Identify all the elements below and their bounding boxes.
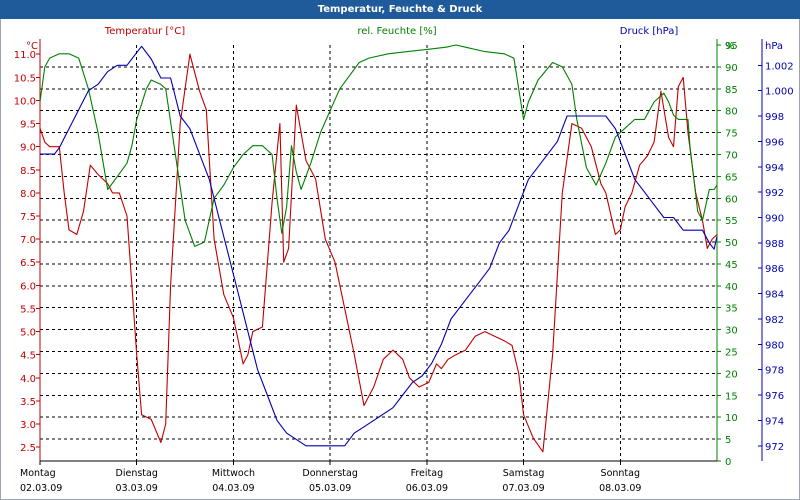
pressure-tick-label: 978: [765, 366, 784, 377]
pressure-tick-label: 980: [765, 340, 784, 351]
humidity-tick-label: 90: [725, 63, 738, 74]
humidity-tick-label: 75: [725, 129, 738, 140]
temperature-tick-label: 7.0: [20, 235, 36, 246]
pressure-tick-label: 976: [765, 391, 784, 402]
humidity-tick-label: 60: [725, 194, 738, 205]
temperature-tick-label: 7.5: [20, 212, 36, 223]
pressure-tick-label: 990: [765, 213, 784, 224]
temperature-unit-label: °C: [26, 41, 38, 52]
temperature-tick-label: 5.0: [20, 328, 36, 339]
pressure-tick-label: 992: [765, 188, 784, 199]
chart-grid: [40, 45, 717, 461]
humidity-tick-label: 35: [725, 304, 738, 315]
temperature-line: Temperatur [°C]: [39, 53, 718, 453]
pressure-axis-title: Druck [hPa]: [620, 26, 679, 37]
pressure-tick-label: 986: [765, 264, 784, 275]
pressure-tick-label: 988: [765, 239, 784, 250]
temperature-axis-title: Temperatur [°C]: [104, 26, 185, 37]
humidity-tick-label: 40: [725, 282, 738, 293]
pressure-tick-label: 974: [765, 416, 784, 427]
chart-axes: [39, 39, 763, 462]
x-axis-labels: Montag 02.03.09 Dienstag 03.03.09 Mittwoch 04…: [20, 461, 641, 494]
chart-series: Temperatur [°C]rel. Feuchte [%]Druck [hP…: [39, 44, 718, 453]
x-date-label: 07.03.09: [502, 483, 544, 494]
x-day-label: Dienstag: [116, 468, 158, 479]
humidity-tick-label: 70: [725, 150, 738, 161]
humidity-tick-label: 50: [725, 238, 738, 249]
humidity-unit-label: %: [725, 41, 735, 52]
x-day-label: Sonntag: [601, 468, 640, 479]
temperature-tick-label: 6.0: [20, 281, 36, 292]
pressure-tick-label: 994: [765, 163, 784, 174]
axis-ticks: 11.0 10.5 10.0 9.5 9.0 8.5 8.0 7.5 7.0 6.5 6.0 5.5 5…: [14, 41, 794, 468]
pressure-line: Druck [hPa]: [40, 45, 718, 447]
temperature-tick-label: 9.5: [20, 120, 36, 131]
pressure-tick-label: 984: [765, 290, 784, 301]
temperature-tick-label: 2.5: [20, 443, 36, 454]
x-day-label: Freitag: [411, 468, 444, 479]
window-title: Temperatur, Feuchte & Druck: [0, 0, 800, 19]
pressure-unit-label: hPa: [765, 41, 783, 52]
pressure-tick-label: 998: [765, 112, 784, 123]
temperature-tick-label: 3.5: [20, 397, 36, 408]
x-day-label: Montag: [20, 468, 56, 479]
humidity-tick-label: 25: [725, 348, 738, 359]
humidity-tick-label: 45: [725, 260, 738, 271]
temperature-tick-label: 5.5: [20, 304, 36, 315]
pressure-tick-label: 972: [765, 442, 784, 453]
x-date-label: 02.03.09: [20, 483, 62, 494]
humidity-tick-label: 30: [725, 326, 738, 337]
humidity-tick-label: 20: [725, 369, 738, 380]
temperature-tick-label: 10.0: [14, 96, 36, 107]
humidity-tick-label: 55: [725, 216, 738, 227]
axis-titles: Temperatur [°C] rel. Feuchte [%] Druck […: [26, 26, 783, 52]
temperature-tick-label: 3.0: [20, 420, 36, 431]
humidity-tick-label: 65: [725, 172, 738, 183]
temperature-tick-label: 8.5: [20, 166, 36, 177]
x-date-label: 03.03.09: [116, 483, 158, 494]
humidity-tick-label: 80: [725, 107, 738, 118]
humidity-tick-label: 85: [725, 85, 738, 96]
temperature-tick-label: 4.0: [20, 374, 36, 385]
temperature-tick-label: 8.0: [20, 189, 36, 200]
pressure-tick-label: 1.002: [765, 61, 794, 72]
temperature-tick-label: 9.0: [20, 143, 36, 154]
pressure-tick-label: 982: [765, 315, 784, 326]
x-date-label: 08.03.09: [599, 483, 641, 494]
humidity-tick-label: 5: [725, 435, 731, 446]
humidity-tick-label: 0: [725, 457, 731, 468]
humidity-tick-label: 10: [725, 413, 738, 424]
x-day-label: Samstag: [503, 468, 545, 479]
x-date-label: 04.03.09: [212, 483, 254, 494]
humidity-line: rel. Feuchte [%]: [39, 44, 718, 247]
temperature-tick-label: 6.5: [20, 258, 36, 269]
x-date-label: 05.03.09: [309, 483, 351, 494]
humidity-tick-label: 15: [725, 391, 738, 402]
humidity-tick-label: 95: [725, 41, 738, 52]
humidity-axis-title: rel. Feuchte [%]: [357, 26, 436, 37]
x-day-label: Donnerstag: [302, 468, 357, 479]
x-day-label: Mittwoch: [212, 468, 255, 479]
x-date-label: 06.03.09: [406, 483, 448, 494]
pressure-tick-label: 1.000: [765, 87, 794, 98]
temperature-tick-label: 4.5: [20, 351, 36, 362]
temperature-tick-label: 11.0: [14, 50, 36, 61]
temperature-tick-label: 10.5: [14, 73, 36, 84]
pressure-tick-label: 996: [765, 137, 784, 148]
